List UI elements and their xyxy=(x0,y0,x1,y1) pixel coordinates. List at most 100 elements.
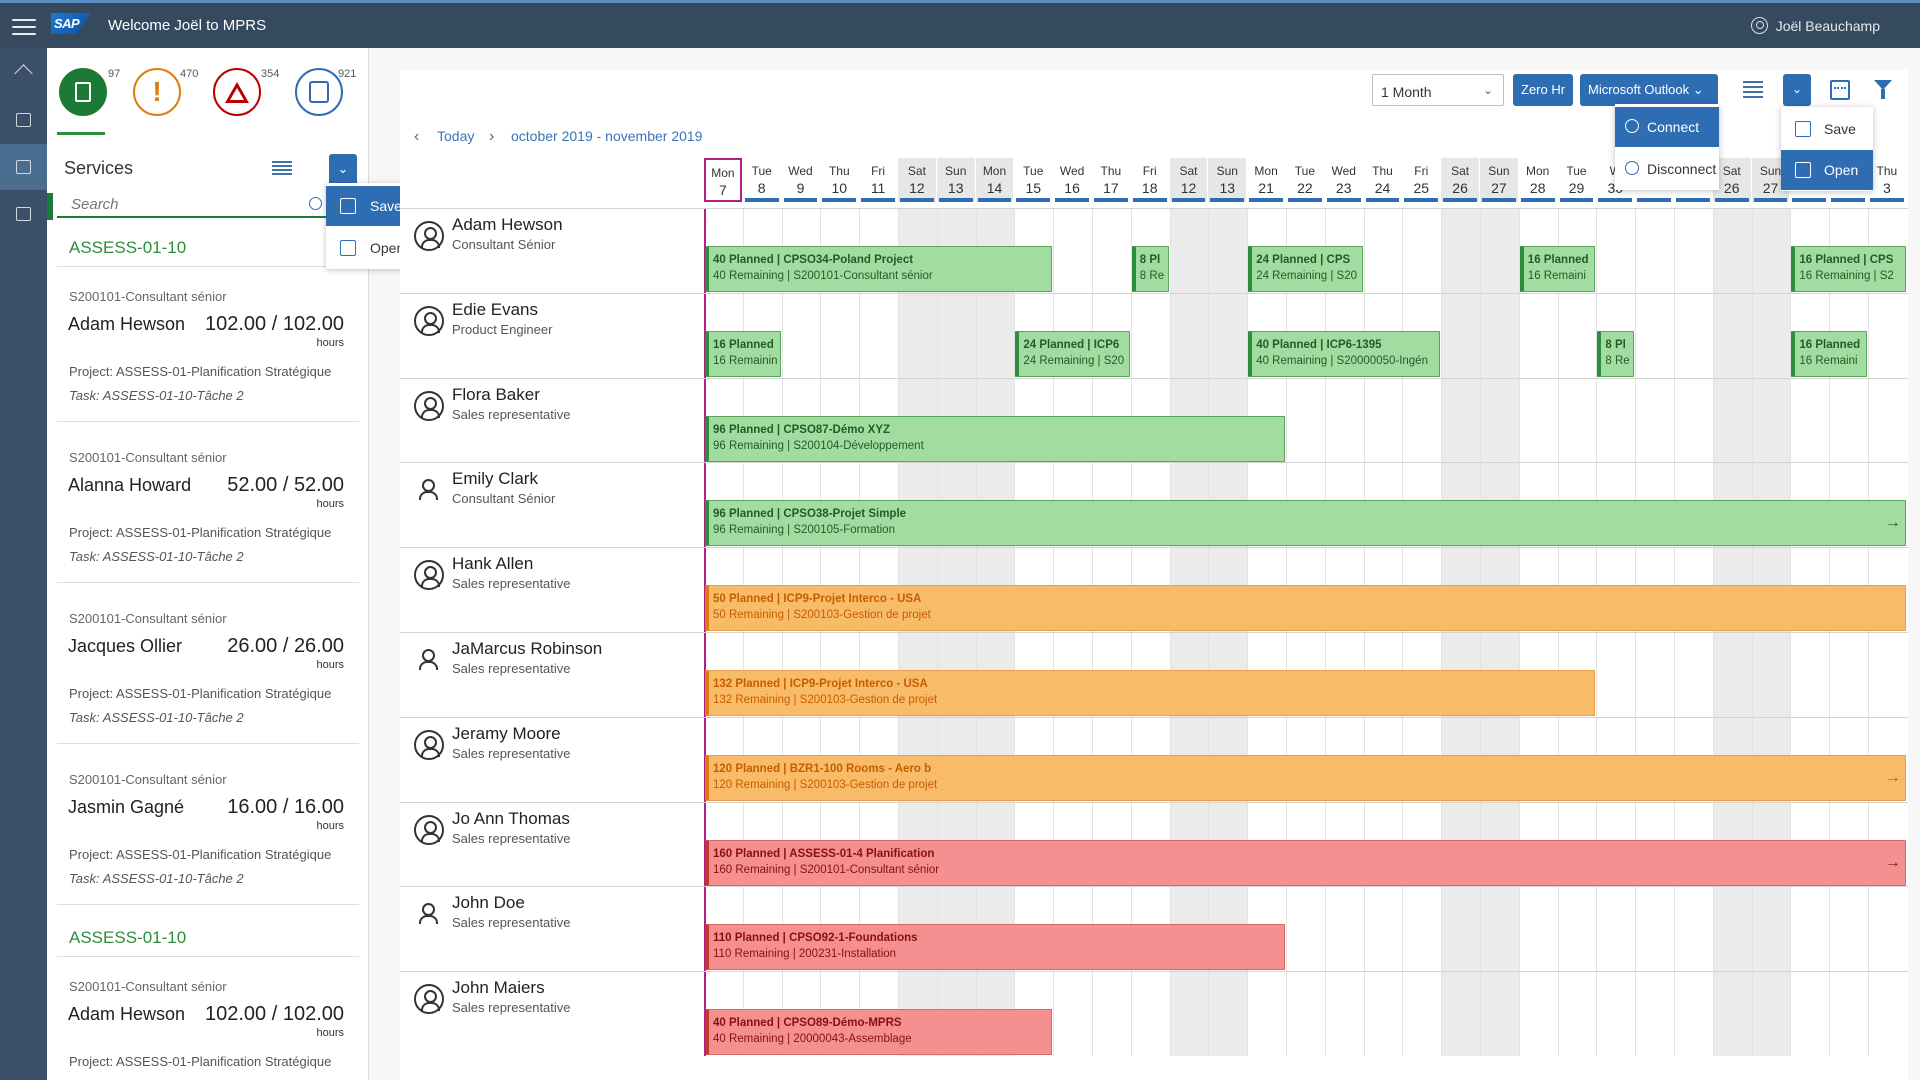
day-cell[interactable] xyxy=(1751,293,1791,378)
day-cell[interactable] xyxy=(1441,378,1480,463)
day-cell[interactable] xyxy=(1363,209,1403,293)
day-cell[interactable] xyxy=(1130,293,1170,378)
day-cell[interactable] xyxy=(1441,972,1480,1056)
day-cell[interactable] xyxy=(1635,633,1674,717)
day-cell[interactable] xyxy=(1518,972,1558,1056)
day-cell[interactable] xyxy=(1751,633,1791,717)
day-cell[interactable] xyxy=(1130,972,1170,1056)
outlook-button[interactable]: Microsoft Outlook ⌄ xyxy=(1580,74,1718,106)
service-card[interactable]: S200101-Consultant sénior Jasmin Gagné 16.… xyxy=(47,760,368,920)
day-cell[interactable] xyxy=(1518,378,1558,463)
day-cell[interactable] xyxy=(1868,633,1907,717)
assignment-bar[interactable]: 132 Planned | ICP9-Projet Interco - USA 1… xyxy=(705,670,1596,716)
day-cell[interactable] xyxy=(1518,293,1558,378)
service-card[interactable]: S200101-Consultant sénior Jacques Ollier 2… xyxy=(47,599,368,759)
day-cell[interactable] xyxy=(1596,378,1635,463)
save-menu-button[interactable]: ⌄ xyxy=(1783,74,1811,106)
day-cell[interactable] xyxy=(1402,972,1441,1056)
day-cell[interactable] xyxy=(1712,887,1752,972)
assignment-bar[interactable]: 40 Planned | CPSO89-Démo-MPRS 40 Remainin… xyxy=(705,1009,1053,1056)
nav-home[interactable] xyxy=(0,48,47,94)
day-cell[interactable] xyxy=(1790,972,1829,1056)
search-input[interactable] xyxy=(57,192,332,218)
day-cell[interactable] xyxy=(1868,293,1907,378)
day-cell[interactable] xyxy=(1441,887,1480,972)
assignment-bar[interactable]: 120 Planned | BZR1-100 Rooms - Aero b 120… xyxy=(705,754,1906,801)
day-cell[interactable] xyxy=(1790,633,1829,717)
day-cell[interactable] xyxy=(1363,887,1403,972)
day-cell[interactable] xyxy=(898,293,937,378)
day-cell[interactable] xyxy=(1286,887,1325,972)
day-cell[interactable] xyxy=(1480,378,1519,463)
day-cell[interactable] xyxy=(1324,972,1364,1056)
kpi-exclamation[interactable]: ! xyxy=(133,68,181,116)
service-card[interactable]: S200101-Consultant sénior Adam Hewson 102.… xyxy=(47,967,368,1080)
day-cell[interactable] xyxy=(1751,887,1791,972)
day-cell[interactable] xyxy=(1092,972,1131,1056)
day-cell[interactable] xyxy=(1674,972,1713,1056)
day-cell[interactable] xyxy=(1092,209,1131,293)
assignment-bar[interactable]: 50 Planned | ICP9-Projet Interco - USA 50… xyxy=(705,585,1906,632)
day-cell[interactable] xyxy=(975,293,1015,378)
next-icon[interactable]: › xyxy=(489,128,495,145)
assignment-bar[interactable]: 16 Planned 16 Remaini xyxy=(1791,330,1867,377)
assignment-bar[interactable]: 40 Planned | CPSO34-Poland Project 40 Rem… xyxy=(705,246,1053,292)
day-cell[interactable] xyxy=(1635,378,1674,463)
day-cell[interactable] xyxy=(1596,887,1635,972)
day-cell[interactable] xyxy=(1130,209,1170,293)
nav-schedule[interactable] xyxy=(0,191,47,237)
kpi-clipboard-check[interactable] xyxy=(59,68,107,116)
day-cell[interactable] xyxy=(1363,972,1403,1056)
day-cell[interactable] xyxy=(1208,972,1248,1056)
day-cell[interactable] xyxy=(1286,378,1325,463)
day-cell[interactable] xyxy=(1751,972,1791,1056)
day-cell[interactable] xyxy=(1208,209,1248,293)
day-cell[interactable] xyxy=(1518,209,1558,293)
day-cell[interactable] xyxy=(1635,887,1674,972)
day-cell[interactable] xyxy=(1635,293,1674,378)
day-cell[interactable] xyxy=(1208,293,1248,378)
day-cell[interactable] xyxy=(1751,209,1791,293)
nav-tasks[interactable] xyxy=(0,97,47,143)
day-cell[interactable] xyxy=(1053,209,1092,293)
assignment-bar[interactable]: 24 Planned | CPS 24 Remaining | S20 xyxy=(1248,246,1363,292)
nav-planning[interactable] xyxy=(0,144,47,190)
menu-connect[interactable]: Connect xyxy=(1615,107,1719,147)
day-cell[interactable] xyxy=(1674,293,1713,378)
day-cell[interactable] xyxy=(936,293,976,378)
day-cell[interactable] xyxy=(1441,293,1480,378)
day-cell[interactable] xyxy=(1868,887,1907,972)
assignment-bar[interactable]: 8 Pl 8 Re xyxy=(1131,246,1169,292)
day-cell[interactable] xyxy=(1712,293,1752,378)
day-cell[interactable] xyxy=(1790,209,1829,293)
day-cell[interactable] xyxy=(1169,293,1209,378)
day-cell[interactable] xyxy=(1247,972,1286,1056)
day-cell[interactable] xyxy=(1868,378,1907,463)
day-cell[interactable] xyxy=(1674,209,1713,293)
assignment-bar[interactable]: 16 Planned | CPS 16 Remaining | S2 xyxy=(1791,246,1906,292)
service-card[interactable]: S200101-Consultant sénior Adam Hewson 102.… xyxy=(47,277,368,437)
day-cell[interactable] xyxy=(1790,887,1829,972)
services-menu-button[interactable]: ⌄ xyxy=(329,154,357,186)
day-cell[interactable] xyxy=(1829,633,1868,717)
service-card[interactable]: S200101-Consultant sénior Alanna Howard 52… xyxy=(47,438,368,598)
day-cell[interactable] xyxy=(1829,887,1868,972)
day-cell[interactable] xyxy=(1402,887,1441,972)
previous-icon[interactable]: ‹ xyxy=(414,128,420,145)
day-cell[interactable] xyxy=(1247,209,1286,293)
day-cell[interactable] xyxy=(1674,633,1713,717)
assignment-bar[interactable]: 24 Planned | ICP6 24 Remaining | S20 xyxy=(1015,330,1130,377)
arrow-right-icon[interactable]: → xyxy=(1884,514,1901,532)
assignment-bar[interactable]: 40 Planned | ICP6-1395 40 Remaining | S20… xyxy=(1248,330,1441,377)
day-cell[interactable] xyxy=(1480,887,1519,972)
day-cell[interactable] xyxy=(1751,378,1791,463)
day-cell[interactable] xyxy=(859,293,898,378)
assignment-bar[interactable]: 8 Pl 8 Re xyxy=(1597,330,1635,377)
day-cell[interactable] xyxy=(1635,972,1674,1056)
assignment-bar[interactable]: 110 Planned | CPSO92-1-Foundations 110 Re… xyxy=(705,924,1285,971)
menu-disconnect[interactable]: Disconnect xyxy=(1615,149,1719,189)
day-cell[interactable] xyxy=(1557,293,1597,378)
day-cell[interactable] xyxy=(1712,633,1752,717)
day-cell[interactable] xyxy=(781,293,821,378)
day-cell[interactable] xyxy=(1402,378,1441,463)
